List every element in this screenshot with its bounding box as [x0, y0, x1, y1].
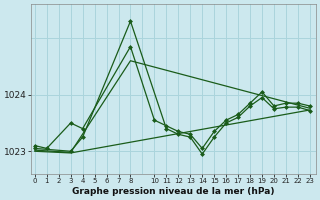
X-axis label: Graphe pression niveau de la mer (hPa): Graphe pression niveau de la mer (hPa) — [72, 187, 275, 196]
